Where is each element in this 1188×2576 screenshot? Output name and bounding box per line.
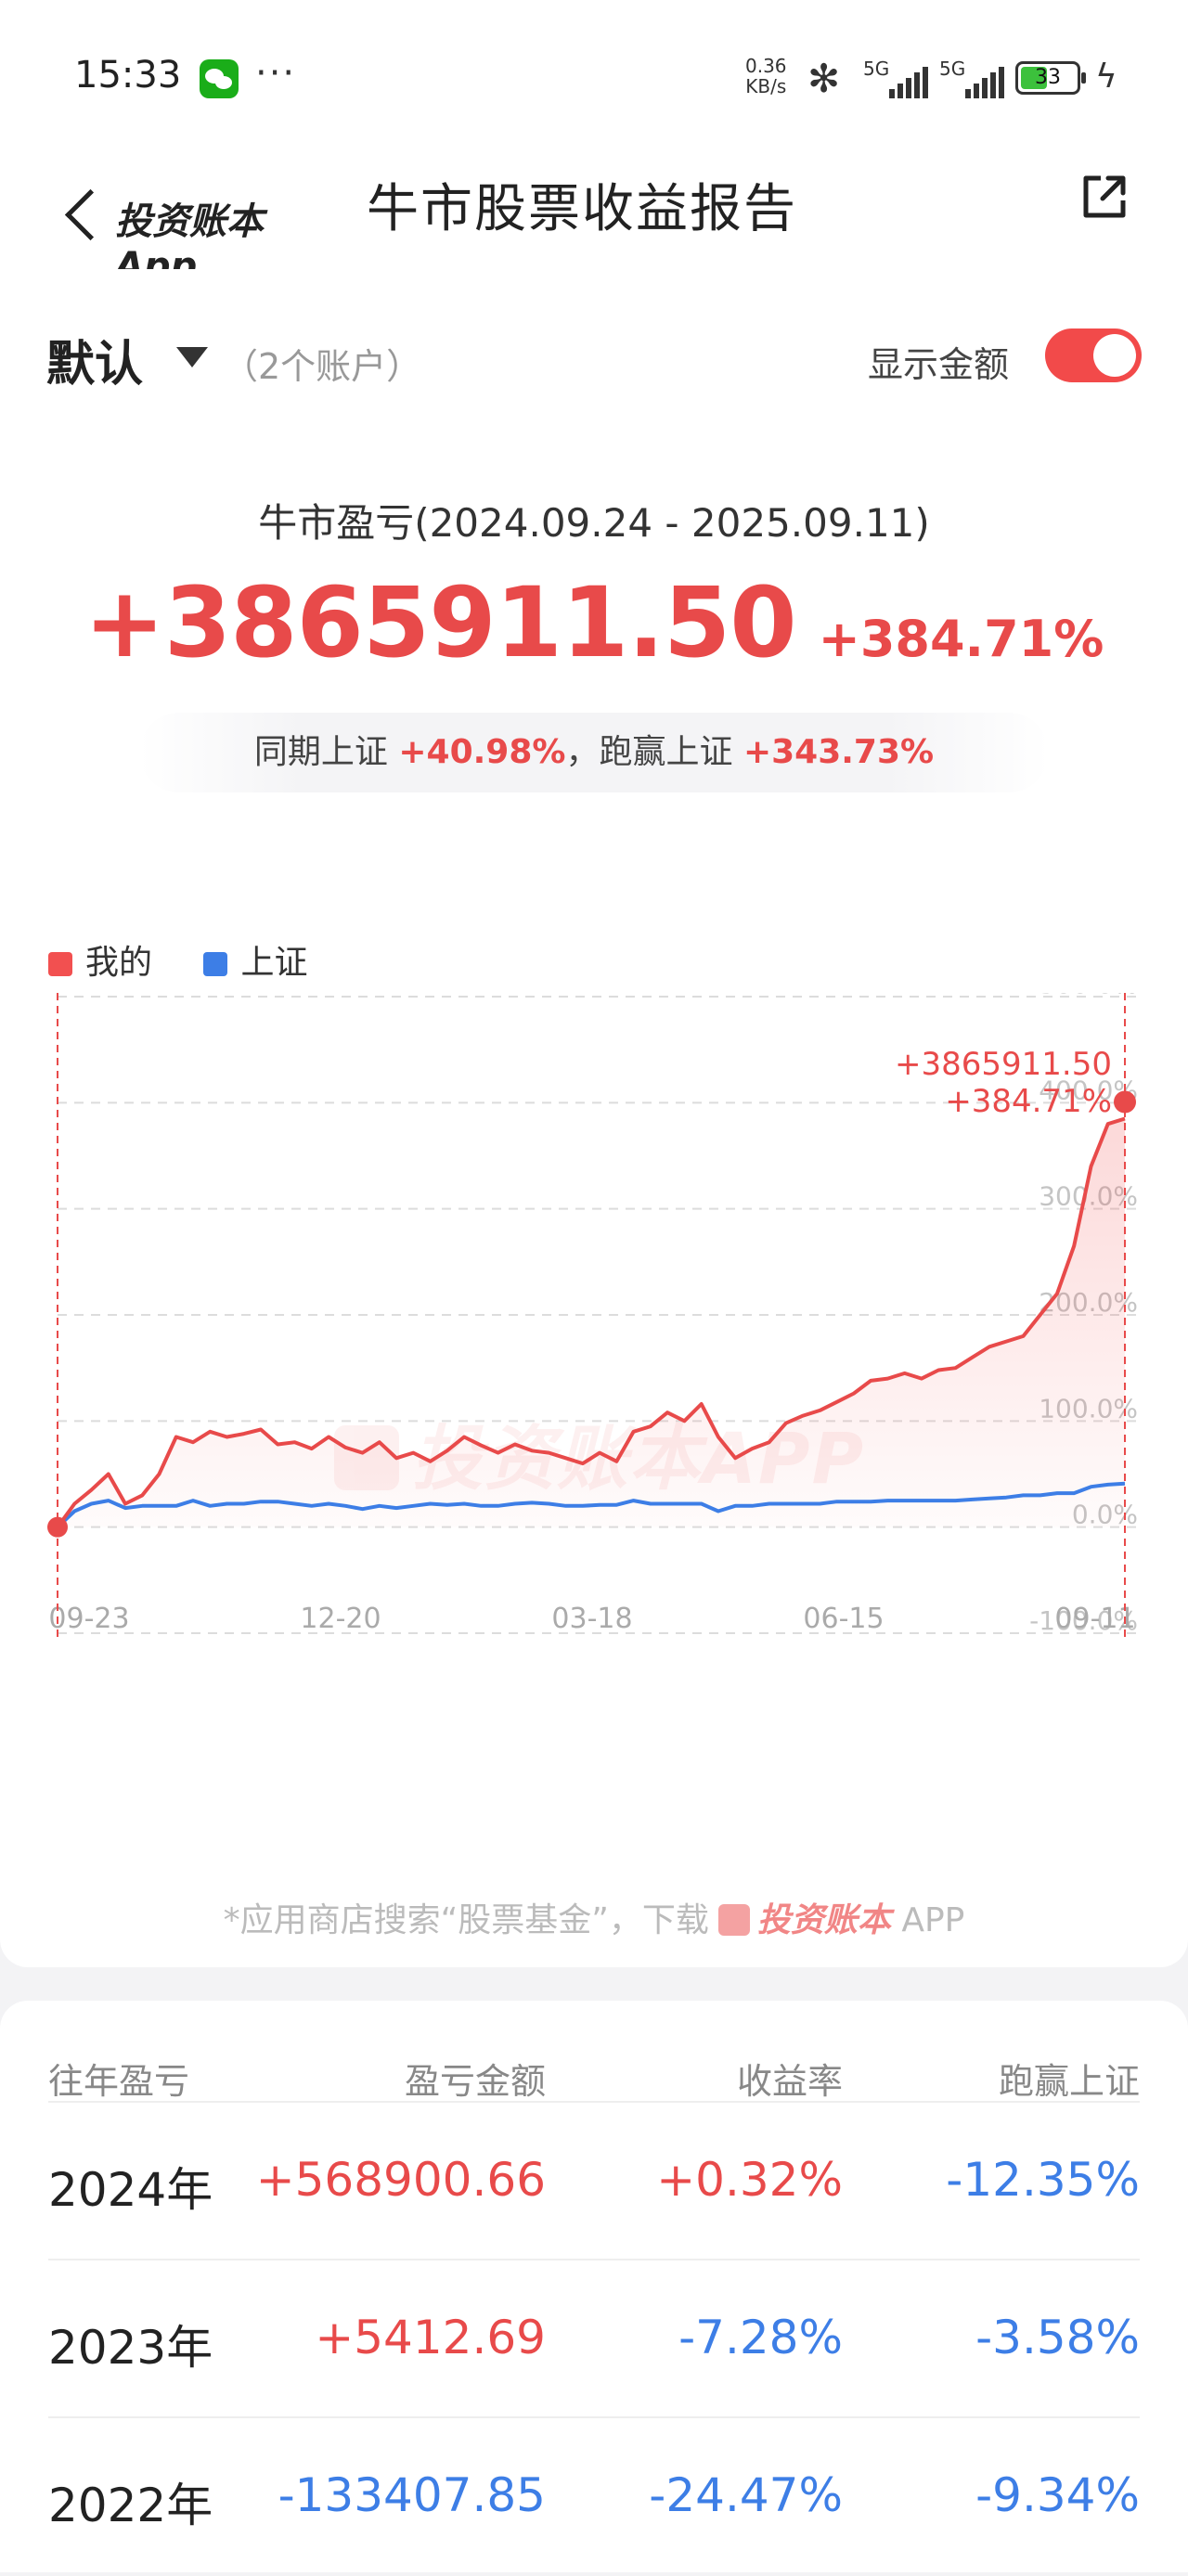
network-speed-value: 0.36 xyxy=(745,55,787,77)
app-logo-icon xyxy=(717,1904,750,1936)
bluetooth-icon: ✻ xyxy=(807,56,841,101)
x-tick-label: 12-20 xyxy=(300,1603,381,1635)
show-amount-label: 显示金额 xyxy=(868,344,1010,385)
row-year: 2022年 xyxy=(48,2479,213,2532)
row-amount: +5412.69 xyxy=(315,2311,546,2364)
x-tick-label: 09-11 xyxy=(1054,1603,1135,1635)
pnl-amount: +3865911.50 xyxy=(84,566,797,679)
series-line-sh xyxy=(56,1481,1126,1529)
table-row[interactable]: 2024年 +568900.66 +0.32% -12.35% xyxy=(48,2101,1140,2260)
x-tick-label: 03-18 xyxy=(551,1603,632,1635)
row-year: 2023年 xyxy=(48,2321,213,2375)
footnote: *应用商店搜索“股票基金”，下载 投资账本 APP xyxy=(0,1893,1188,1941)
row-beat: -12.35% xyxy=(946,2153,1140,2207)
row-rate: -24.47% xyxy=(649,2468,843,2522)
x-tick-label: 09-23 xyxy=(48,1603,129,1635)
brand-name: 投资账本App xyxy=(115,200,264,288)
col-header-amount: 盈亏金额 xyxy=(404,2061,546,2102)
account-selector[interactable]: 默认 （2个账户） xyxy=(37,306,427,399)
row-beat: -3.58% xyxy=(975,2311,1140,2364)
footnote-prefix: *应用商店搜索“股票基金”，下载 xyxy=(223,1901,709,1939)
row-amount: +568900.66 xyxy=(255,2153,546,2207)
pnl-summary: +3865911.50 +384.71% xyxy=(0,566,1188,679)
col-header-year: 往年盈亏 xyxy=(48,2061,190,2102)
series-mine-area xyxy=(58,1118,1125,1527)
pnl-percent: +384.71% xyxy=(818,610,1104,668)
battery-icon: 33 xyxy=(1015,61,1086,95)
signal-sim1-icon: 5G xyxy=(863,58,930,98)
benchmark-compare: 同期上证 +40.98%，跑赢上证 +343.73% xyxy=(139,713,1049,792)
network-speed: 0.36 KB/s xyxy=(745,56,787,97)
legend-item-sh: 上证 xyxy=(203,944,307,982)
compare-mid: ，跑赢上证 xyxy=(565,733,733,771)
row-beat: -9.34% xyxy=(975,2468,1140,2522)
row-rate: +0.32% xyxy=(656,2153,843,2207)
account-count: （2个账户） xyxy=(223,346,422,387)
footnote-brand: 投资账本 xyxy=(756,1901,891,1939)
legend-label-mine: 我的 xyxy=(85,944,153,982)
col-header-beat: 跑赢上证 xyxy=(998,2061,1140,2102)
series-line-mine xyxy=(56,1116,1126,1528)
nav-header: 投资账本App 牛市股票收益报告 xyxy=(0,139,1188,288)
back-button[interactable]: 投资账本App xyxy=(28,158,325,288)
legend-swatch-mine xyxy=(48,952,72,976)
signal-sim2-icon: 5G xyxy=(939,58,1006,98)
toggle-knob xyxy=(1093,334,1136,377)
row-rate: -7.28% xyxy=(678,2311,843,2364)
period-label: 牛市盈亏(2024.09.24 - 2025.09.11) xyxy=(258,500,930,546)
network-speed-unit: KB/s xyxy=(745,75,787,97)
status-time: 15:33 xyxy=(74,54,182,97)
wechat-icon xyxy=(200,59,239,98)
account-row: 默认 （2个账户） 显示金额 xyxy=(0,269,1188,418)
sim1-network-type: 5G xyxy=(863,58,890,80)
compare-sh-value: +40.98% xyxy=(398,733,566,771)
end-point xyxy=(1114,1090,1136,1114)
compare-beat-value: +343.73% xyxy=(742,733,935,771)
legend-label-sh: 上证 xyxy=(240,944,308,982)
status-bar: 15:33 ··· 0.36 KB/s ✻ 5G 5G 33 ϟ xyxy=(0,0,1188,139)
compare-prefix: 同期上证 xyxy=(253,733,388,771)
col-header-rate: 收益率 xyxy=(736,2061,843,2102)
row-amount: -133407.85 xyxy=(278,2468,546,2522)
performance-chart[interactable]: 500.0%400.0%300.0%200.0%100.0%0.0%-100.0… xyxy=(0,993,1188,1642)
table-row[interactable]: 2022年 -133407.85 -24.47% -9.34% xyxy=(48,2416,1140,2576)
footnote-suffix: APP xyxy=(890,1901,965,1939)
summary-card: 牛市盈亏(2024.09.24 - 2025.09.11) +3865911.5… xyxy=(0,418,1188,1967)
charging-icon: ϟ xyxy=(1095,58,1117,96)
sim2-network-type: 5G xyxy=(939,58,966,80)
x-tick-label: 06-15 xyxy=(803,1603,884,1635)
share-icon[interactable] xyxy=(1080,173,1129,221)
account-name: 默认 xyxy=(46,337,144,393)
more-notifications-icon: ··· xyxy=(255,52,297,95)
end-label-amount: +3865911.50 xyxy=(895,1046,1112,1083)
y-tick-label: -100.0% xyxy=(1029,1605,1138,1636)
page-title: 牛市股票收益报告 xyxy=(367,179,797,239)
yearly-pnl-table: 往年盈亏 盈亏金额 收益率 跑赢上证 2024年 +568900.66 +0.3… xyxy=(0,2001,1188,2572)
end-label-percent: +384.71% xyxy=(945,1083,1112,1120)
table-row[interactable]: 2023年 +5412.69 -7.28% -3.58% xyxy=(48,2259,1140,2418)
legend-swatch-sh xyxy=(203,952,228,976)
show-amount-toggle[interactable] xyxy=(1045,328,1142,382)
battery-level: 33 xyxy=(1035,66,1061,89)
chart-legend: 我的 上证 xyxy=(48,935,348,984)
start-point xyxy=(47,1516,68,1538)
row-year: 2024年 xyxy=(48,2163,213,2217)
chevron-left-icon xyxy=(64,188,117,241)
y-tick-label: 500.0% xyxy=(1039,993,1138,999)
caret-down-icon xyxy=(176,347,208,367)
legend-item-mine: 我的 xyxy=(48,944,152,982)
